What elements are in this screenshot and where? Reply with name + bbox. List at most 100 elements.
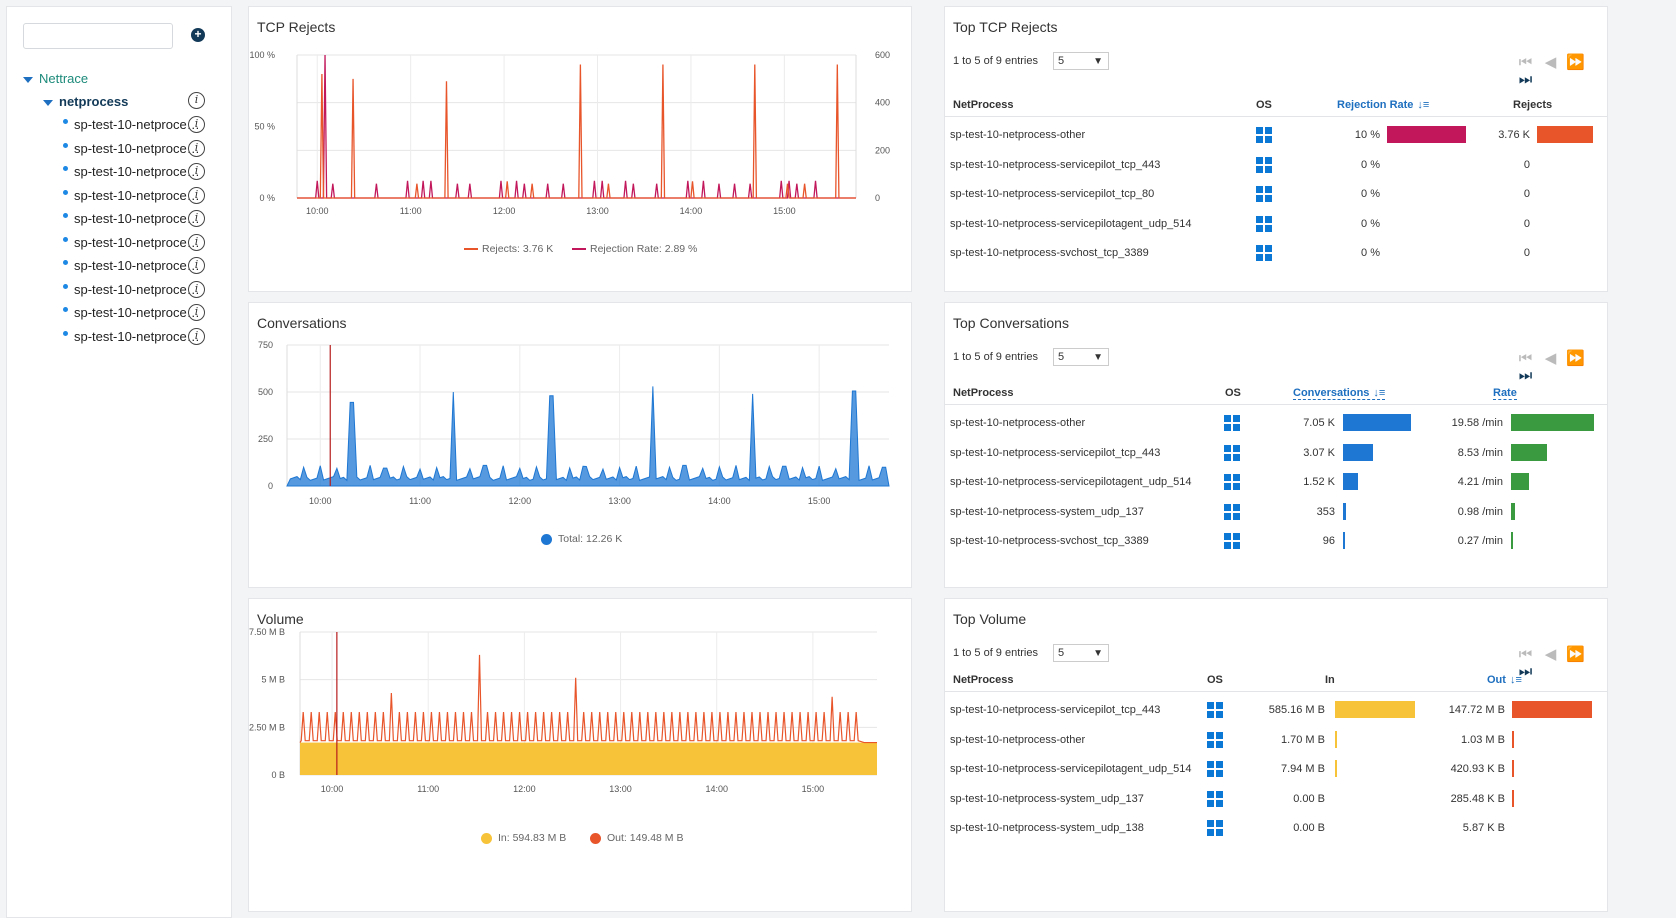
chevron-down-icon: ▼ [1093,56,1103,67]
sidebar-item[interactable]: sp-test-10-netproce… [63,211,200,226]
info-icon[interactable]: i [188,210,205,227]
row-netprocess-name[interactable]: sp-test-10-netprocess-other [950,417,1086,429]
legend-swatch [541,533,552,545]
row-netprocess-name[interactable]: sp-test-10-netprocess-system_udp_137 [950,792,1144,805]
last-page-icon[interactable]: ⏭ [1518,663,1533,680]
windows-icon-pane [1207,799,1214,807]
sort-desc-icon[interactable]: ↓≡ [1509,674,1522,686]
prev-page-icon[interactable]: ◀ [1544,350,1557,367]
sidebar-item[interactable]: sp-test-10-netproce… [63,164,200,179]
sidebar-item[interactable]: sp-test-10-netproce… [63,329,200,344]
row-netprocess-name[interactable]: sp-test-10-netprocess-servicepilot_tcp_4… [950,446,1161,459]
sidebar-item[interactable]: sp-test-10-netproce… [63,188,200,203]
row-netprocess-name[interactable]: sp-test-10-netprocess-other [950,733,1086,746]
sidebar-item[interactable]: sp-test-10-netproce… [63,305,200,320]
row-netprocess-name[interactable]: sp-test-10-netprocess-servicepilotagent_… [950,763,1192,775]
legend-in[interactable]: In: 594.83 M B [481,832,566,844]
page-size-select[interactable]: 5 ▼ [1053,644,1109,662]
column-header[interactable]: Rate [1493,387,1517,400]
column-header: In [1325,674,1335,686]
row-netprocess-name[interactable]: sp-test-10-netprocess-servicepilot_tcp_4… [950,704,1161,716]
info-icon[interactable]: i [188,163,205,180]
sort-desc-icon[interactable]: ↓≡ [1373,387,1386,399]
next-page-icon[interactable]: ⏩ [1566,646,1585,663]
caret-down-icon[interactable] [23,76,33,83]
column-header-label: Rate [1493,387,1517,399]
sidebar-item-label: sp-test-10-netproce… [74,117,200,132]
sidebar-item-label: sp-test-10-netproce… [74,258,200,273]
column-header[interactable]: Out ↓≡ [1487,674,1522,686]
sidebar-item[interactable]: sp-test-10-netproce… [63,235,200,250]
page-size-select[interactable]: 5 ▼ [1053,52,1109,70]
prev-page-icon[interactable]: ◀ [1544,54,1557,71]
row-netprocess-name[interactable]: sp-test-10-netprocess-other [950,129,1086,141]
row-netprocess-name[interactable]: sp-test-10-netprocess-system_udp_137 [950,505,1144,518]
info-icon[interactable]: i [188,233,205,251]
column-header[interactable]: Conversations ↓≡ [1293,387,1386,400]
sidebar-item[interactable]: sp-test-10-netproce… [63,141,200,156]
legend-total[interactable]: Total: 12.26 K [541,533,622,545]
windows-icon-pane [1233,512,1240,520]
windows-icon [1207,702,1223,718]
series-line-rejection-rate [297,54,856,199]
entries-info: 1 to 5 of 9 entries [953,55,1038,67]
row-value-2: 19.58 /min [1451,417,1503,429]
bullet-icon [63,213,68,219]
prev-page-icon[interactable]: ◀ [1544,646,1557,663]
tree-group-netprocess[interactable]: netprocess [43,94,128,109]
page-size-select[interactable]: 5 ▼ [1053,348,1109,366]
last-page-icon[interactable]: ⏭ [1518,367,1533,384]
row-netprocess-name[interactable]: sp-test-10-netprocess-servicepilot_tcp_8… [950,188,1155,200]
column-header[interactable]: Rejection Rate ↓≡ [1337,99,1429,111]
row-netprocess-name[interactable]: sp-test-10-netprocess-system_udp_138 [950,822,1144,834]
windows-icon [1256,215,1272,232]
next-page-icon[interactable]: ⏩ [1566,350,1585,367]
page-size-value: 5 [1058,351,1065,363]
row-netprocess-name[interactable]: sp-test-10-netprocess-svchost_tcp_3389 [950,247,1149,259]
row-value-2: 0 [1523,188,1530,200]
info-icon[interactable]: i [188,139,205,157]
sidebar-item[interactable]: sp-test-10-netproce… [63,258,200,273]
bullet-icon [63,307,68,313]
windows-icon-pane [1216,711,1223,718]
tree-root-nettrace[interactable]: Nettrace [23,71,88,86]
row-bar-1 [1335,760,1337,777]
row-netprocess-name[interactable]: sp-test-10-netprocess-svchost_tcp_3389 [950,535,1149,547]
windows-icon-pane [1233,453,1240,461]
row-netprocess-name[interactable]: sp-test-10-netprocess-servicepilot_tcp_4… [950,158,1161,171]
info-icon[interactable]: i [188,304,205,321]
sort-desc-icon[interactable]: ↓≡ [1417,99,1430,111]
column-header-label: OS [1225,387,1241,399]
first-page-icon[interactable]: ⏮ [1518,54,1533,71]
windows-icon-pane [1207,702,1214,709]
sidebar-item[interactable]: sp-test-10-netproce… [63,117,200,132]
windows-icon-pane [1233,444,1240,452]
x-tick-label: 11:00 [409,496,431,506]
windows-icon-pane [1216,829,1223,836]
info-icon[interactable]: i [188,257,205,274]
y-tick-label: 200 [875,145,890,155]
first-page-icon[interactable]: ⏮ [1518,646,1533,663]
divider [945,116,1607,117]
legend-rejection-rate[interactable]: Rejection Rate: 2.89 % [572,243,697,255]
bullet-icon [63,330,68,336]
row-netprocess-name[interactable]: sp-test-10-netprocess-servicepilotagent_… [950,476,1192,488]
caret-down-icon[interactable] [43,99,53,106]
row-value-2: 0.98 /min [1457,505,1503,518]
info-icon[interactable]: i [188,327,205,345]
search-input[interactable] [23,23,173,49]
last-page-icon[interactable]: ⏭ [1518,71,1533,88]
legend-out[interactable]: Out: 149.48 M B [590,832,683,844]
legend-rejects[interactable]: Rejects: 3.76 K [464,243,553,255]
row-netprocess-name[interactable]: sp-test-10-netprocess-servicepilotagent_… [950,217,1192,230]
windows-icon [1207,761,1223,777]
info-icon[interactable]: i [188,280,205,298]
info-icon[interactable]: i [188,116,205,133]
add-icon[interactable]: + [191,28,205,42]
info-icon[interactable]: i [188,186,205,204]
next-page-icon[interactable]: ⏩ [1566,54,1585,71]
sidebar-item[interactable]: sp-test-10-netproce… [63,282,200,297]
first-page-icon[interactable]: ⏮ [1518,350,1533,367]
info-icon[interactable]: i [188,92,205,109]
y-tick-label: 600 [875,50,890,60]
